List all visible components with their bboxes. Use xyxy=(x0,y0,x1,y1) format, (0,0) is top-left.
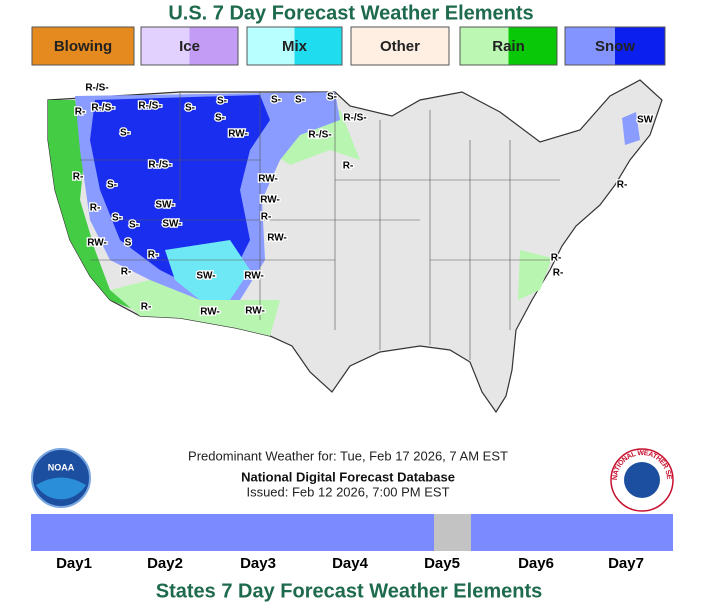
legend-swatch xyxy=(351,27,400,65)
day-label[interactable]: Day3 xyxy=(240,555,276,572)
legend-label: Mix xyxy=(282,38,308,55)
rain-area xyxy=(518,250,552,300)
weather-label: S- xyxy=(185,103,195,114)
mix-area xyxy=(165,240,250,300)
rain-area xyxy=(48,100,140,312)
weather-label: SW- xyxy=(162,219,181,230)
legend-swatch xyxy=(141,27,190,65)
weather-label: R- xyxy=(343,161,354,172)
weather-label: S- xyxy=(129,220,139,231)
weather-label: R- xyxy=(261,212,272,223)
legend-swatch xyxy=(247,27,295,65)
light-rain-area xyxy=(110,280,280,336)
legend-swatch xyxy=(508,27,557,65)
legend-border xyxy=(350,26,450,66)
weather-label: SW xyxy=(637,115,654,126)
noaa-wave xyxy=(36,477,86,500)
timeline xyxy=(31,514,673,551)
weather-label: R- xyxy=(75,107,86,118)
weather-label: R-/S- xyxy=(308,130,331,141)
info-line: National Digital Forecast Database xyxy=(241,469,455,484)
legend-border xyxy=(459,26,558,66)
info-line: Issued: Feb 12 2026, 7:00 PM EST xyxy=(246,484,449,499)
weather-label: R- xyxy=(551,253,562,264)
legend-swatch xyxy=(460,27,509,65)
weather-label: R- xyxy=(90,203,101,214)
weather-label: RW- xyxy=(228,129,248,140)
legend-label: Snow xyxy=(595,38,635,55)
weather-label: R- xyxy=(553,268,564,279)
weather-label: S- xyxy=(271,95,281,106)
weather-label: R-/S- xyxy=(91,103,114,114)
legend-border xyxy=(246,26,343,66)
legend-label: Ice xyxy=(179,38,200,55)
legend-swatch xyxy=(294,27,342,65)
weather-label: S- xyxy=(120,128,130,139)
weather-label: RW- xyxy=(87,238,107,249)
weather-label: SW- xyxy=(155,200,174,211)
timeline-bar xyxy=(31,514,673,551)
weather-label: S- xyxy=(327,92,337,103)
map: R-/S-R-/S-R-R-/S- S-S- S- S- S-S- R-/S- SWS- RW… xyxy=(47,79,663,414)
day-label[interactable]: Day7 xyxy=(608,555,644,572)
weather-label: RW- xyxy=(200,307,220,318)
weather-label: R- xyxy=(617,180,628,191)
weather-label: S xyxy=(125,238,132,249)
weather-label: RW- xyxy=(260,195,280,206)
legend-label: Other xyxy=(380,38,420,55)
weather-label: RW- xyxy=(244,271,264,282)
legend-border xyxy=(564,26,666,66)
weather-label: S- xyxy=(215,113,225,124)
weather-label: R-/S- xyxy=(85,83,108,94)
legend-swatch xyxy=(83,27,134,65)
timeline-current[interactable] xyxy=(434,514,471,551)
footer-title: States 7 Day Forecast Weather Elements xyxy=(156,580,542,602)
day-label[interactable]: Day6 xyxy=(518,555,554,572)
day-label[interactable]: Day5 xyxy=(424,555,460,572)
weather-label: R- xyxy=(73,172,84,183)
legend-swatch xyxy=(32,27,83,65)
legend-swatch xyxy=(400,27,449,65)
legend-swatch xyxy=(565,27,615,65)
legend-swatch xyxy=(189,27,238,65)
weather-label: RW- xyxy=(245,306,265,317)
weather-label: R- xyxy=(141,302,152,313)
page-title: U.S. 7 Day Forecast Weather Elements xyxy=(168,2,533,24)
day-label[interactable]: Day1 xyxy=(56,555,92,572)
weather-label: R- xyxy=(121,267,132,278)
legend-border xyxy=(31,26,135,66)
map-labels: R-/S-R-/S-R-R-/S- S-S- S- S- S-S- R-/S- SWS- RW… xyxy=(71,81,654,319)
weather-label: R-/S- xyxy=(138,101,161,112)
legend-swatch xyxy=(615,27,665,65)
day-label[interactable]: Day2 xyxy=(147,555,183,572)
weather-label: S- xyxy=(295,95,305,106)
weather-label: R-/S- xyxy=(148,160,171,171)
noaa-logo: NOAA xyxy=(31,448,91,508)
legend-border xyxy=(140,26,239,66)
snow-area xyxy=(622,112,640,145)
day-labels: Day1 Day2 Day3 Day4 Day5 Day6 Day7 xyxy=(56,555,644,572)
day-label[interactable]: Day4 xyxy=(332,555,369,572)
legend: Blowing Ice Mix Other Rain Snow xyxy=(31,26,666,66)
info-line: Predominant Weather for: Tue, Feb 17 202… xyxy=(188,448,508,463)
weather-label: RW- xyxy=(258,174,278,185)
weather-label: SW- xyxy=(196,271,215,282)
weather-label: S- xyxy=(217,96,227,107)
legend-label: Rain xyxy=(492,38,525,55)
weather-label: S- xyxy=(107,180,117,191)
legend-label: Blowing xyxy=(54,38,112,55)
weather-label: RW- xyxy=(267,233,287,244)
state-borders xyxy=(80,92,560,360)
weather-label: S- xyxy=(112,213,122,224)
noaa-text: NOAA xyxy=(48,462,75,472)
weather-label: R- xyxy=(148,250,159,261)
nws-inner xyxy=(624,462,660,498)
weather-label: R-/S- xyxy=(343,113,366,124)
